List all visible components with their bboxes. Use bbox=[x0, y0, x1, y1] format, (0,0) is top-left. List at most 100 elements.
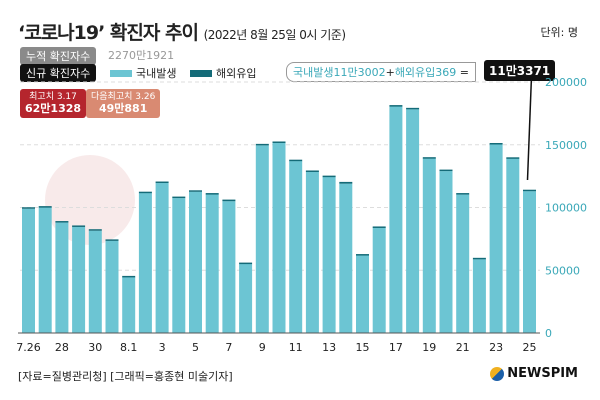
bar-overseas bbox=[72, 225, 86, 227]
bar-overseas bbox=[356, 254, 369, 256]
x-tick-label: 25 bbox=[523, 341, 537, 354]
subtitle: (2022년 8월 25일 0시 기준) bbox=[203, 28, 346, 42]
y-tick-label: 0 bbox=[545, 327, 552, 340]
x-tick-label: 23 bbox=[489, 341, 503, 354]
legend-domestic: 국내발생 bbox=[110, 65, 176, 81]
bar-domestic bbox=[55, 222, 69, 333]
bar-overseas bbox=[105, 239, 119, 241]
bar-domestic bbox=[72, 226, 86, 333]
peak-label: 최고치 3.17 bbox=[29, 92, 77, 102]
total-badge: 11만3371 bbox=[484, 60, 556, 81]
bar-overseas bbox=[523, 189, 536, 192]
bar-domestic bbox=[88, 230, 102, 333]
title-text: ‘코로나19’ 확진자 추이 bbox=[18, 22, 199, 44]
x-tick-label: 11 bbox=[289, 341, 303, 354]
bar-overseas bbox=[22, 207, 35, 209]
bar-domestic bbox=[22, 208, 35, 333]
x-tick-label: 13 bbox=[322, 341, 336, 354]
bar-overseas bbox=[439, 169, 453, 172]
bar-domestic bbox=[439, 171, 453, 333]
x-tick-label: 17 bbox=[389, 341, 403, 354]
source-credit: [자료=질병관리청] [그래픽=홍종현 미술기자] bbox=[18, 370, 233, 383]
bar-overseas bbox=[472, 257, 486, 260]
x-tick-label: 19 bbox=[422, 341, 436, 354]
cumulative-label: 누적 확진자수 bbox=[20, 47, 97, 65]
legend-swatch bbox=[110, 69, 132, 77]
bar-domestic bbox=[506, 158, 520, 333]
x-tick-label: 5 bbox=[192, 341, 199, 354]
chart-title: ‘코로나19’ 확진자 추이 (2022년 8월 25일 0시 기준) bbox=[18, 18, 346, 45]
legend-label: 국내발생 bbox=[136, 67, 177, 80]
bar-domestic bbox=[189, 191, 202, 333]
bar-domestic bbox=[289, 161, 303, 333]
legend-overseas: 해외유입 bbox=[190, 65, 256, 81]
new-cases-label: 신규 확진자수 bbox=[20, 64, 97, 82]
y-tick-label: 50000 bbox=[545, 264, 580, 277]
legend-label: 해외유입 bbox=[216, 67, 257, 80]
bar-domestic bbox=[105, 240, 119, 333]
formula-annotation: 국내발생11만3002+해외유입369 = bbox=[286, 62, 477, 82]
formula-overseas: 해외유입369 bbox=[394, 66, 457, 79]
bar-overseas bbox=[489, 142, 503, 145]
bar-overseas bbox=[138, 191, 152, 194]
peak-value: 49만881 bbox=[98, 102, 148, 115]
x-tick-label: 9 bbox=[259, 341, 266, 354]
bar-domestic bbox=[155, 183, 169, 333]
logo-text: NEWSPIM bbox=[507, 366, 578, 381]
unit-label: 단위: 명 bbox=[540, 26, 578, 39]
bar-overseas bbox=[289, 159, 303, 162]
bar-overseas bbox=[339, 181, 353, 184]
cumulative-value: 2270만1921 bbox=[108, 49, 175, 62]
bar-domestic bbox=[239, 263, 253, 333]
x-tick-label: 15 bbox=[356, 341, 370, 354]
x-tick-label: 7.26 bbox=[16, 341, 41, 354]
legend-swatch bbox=[190, 69, 212, 77]
bar-domestic bbox=[406, 109, 420, 333]
bar-domestic bbox=[38, 207, 52, 333]
bar-overseas bbox=[422, 157, 436, 159]
y-tick-label: 150000 bbox=[545, 139, 587, 152]
bar-overseas bbox=[305, 170, 319, 172]
bar-domestic bbox=[255, 145, 269, 333]
bar-domestic bbox=[356, 255, 369, 333]
x-tick-label: 30 bbox=[88, 341, 102, 354]
bar-domestic bbox=[422, 158, 436, 333]
bar-domestic bbox=[305, 171, 319, 333]
bar-overseas bbox=[222, 199, 236, 202]
bar-overseas bbox=[456, 193, 470, 195]
peak-value: 62만1328 bbox=[25, 102, 82, 115]
bar-overseas bbox=[205, 193, 219, 195]
bar-overseas bbox=[55, 221, 69, 223]
bar-domestic bbox=[472, 259, 486, 333]
bar-domestic bbox=[523, 191, 536, 333]
x-tick-label: 3 bbox=[159, 341, 166, 354]
formula-domestic: 국내발생11만3002 bbox=[293, 66, 386, 79]
bar-overseas bbox=[506, 157, 520, 159]
logo-icon bbox=[490, 366, 505, 381]
y-tick-label: 200000 bbox=[545, 76, 587, 89]
formula-plus: + bbox=[385, 66, 395, 79]
bar-overseas bbox=[406, 107, 420, 110]
bar-domestic bbox=[372, 227, 386, 333]
bar-domestic bbox=[222, 201, 236, 333]
callout-line bbox=[526, 75, 533, 181]
y-tick-label: 100000 bbox=[545, 202, 587, 215]
bar-overseas bbox=[239, 262, 253, 265]
bar-domestic bbox=[172, 198, 186, 333]
bar-domestic bbox=[339, 183, 353, 333]
bar-overseas bbox=[155, 181, 169, 184]
bar-overseas bbox=[189, 190, 202, 192]
bar-overseas bbox=[322, 175, 336, 178]
bar-domestic bbox=[389, 106, 403, 333]
peak-badge-second: 다음최고치 3.26 49만881 bbox=[86, 89, 161, 118]
bar-overseas bbox=[389, 105, 403, 107]
bar-domestic bbox=[272, 142, 286, 333]
bar-overseas bbox=[372, 226, 386, 228]
x-tick-label: 28 bbox=[55, 341, 69, 354]
bar-domestic bbox=[322, 176, 336, 333]
bar-domestic bbox=[138, 193, 152, 333]
x-tick-label: 21 bbox=[456, 341, 470, 354]
bar-overseas bbox=[88, 229, 102, 231]
bar-domestic bbox=[456, 194, 470, 333]
